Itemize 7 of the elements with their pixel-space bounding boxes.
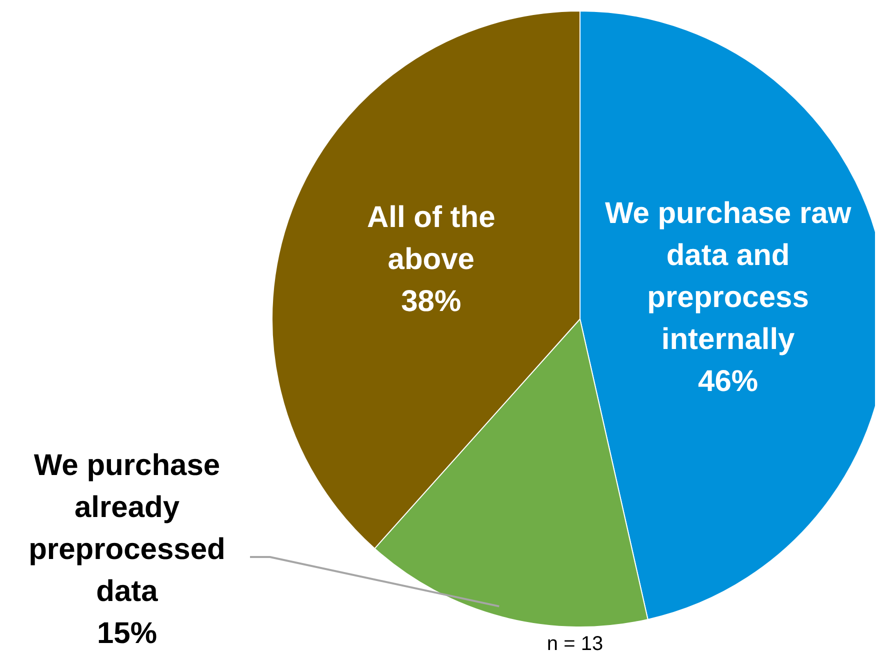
slice-label: All of the above — [366, 200, 496, 276]
data-label: 15% — [96, 616, 158, 650]
slice-label: We purchase already preprocessed data — [28, 448, 226, 608]
text: n = 13 — [546, 633, 604, 655]
data-label: 38% — [401, 284, 462, 318]
data-label: 46% — [698, 364, 758, 398]
slice-label: We purchase raw data and preprocess internally — [604, 196, 852, 356]
